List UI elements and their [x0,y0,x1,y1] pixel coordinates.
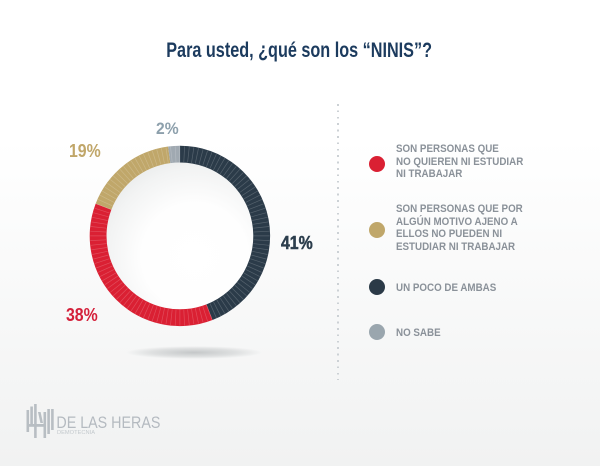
svg-text:DEMOTECNIA: DEMOTECNIA [57,430,96,436]
svg-text:DE LAS HERAS: DE LAS HERAS [56,414,160,432]
